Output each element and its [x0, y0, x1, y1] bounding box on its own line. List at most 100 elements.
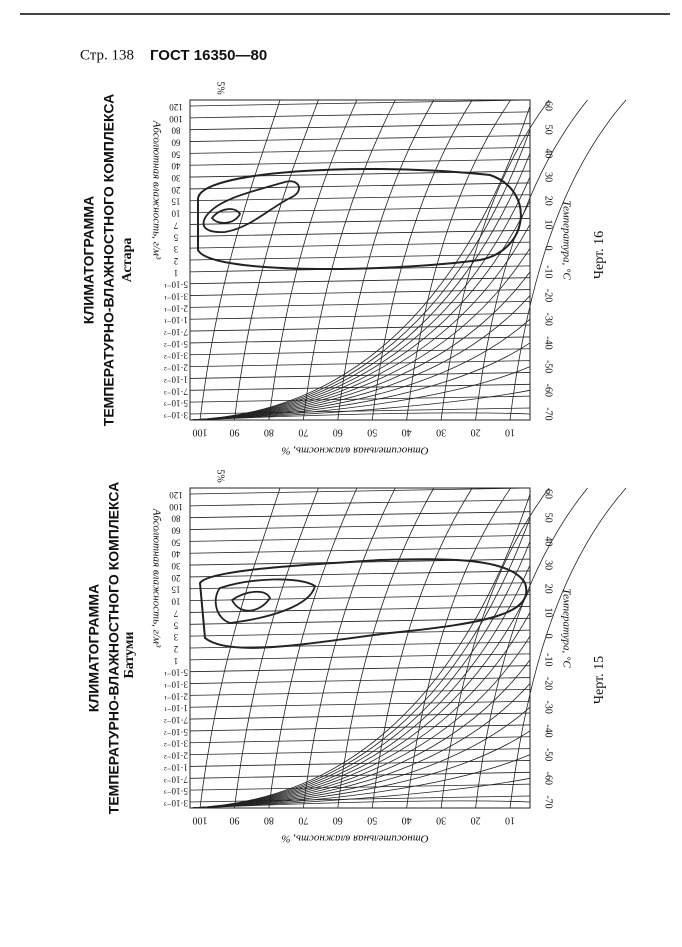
- absolute-tick-label: 3·10⁻¹: [164, 679, 188, 689]
- absolute-tick-label: 5·10⁻²: [164, 339, 188, 349]
- absolute-tick-label: 7·10⁻³: [164, 386, 188, 396]
- grid-line: [189, 170, 531, 178]
- absolute-tick-label: 100: [169, 114, 183, 124]
- absolute-tick-label: 7·10⁻²: [164, 715, 188, 725]
- relative-tick-label: 80: [264, 815, 274, 826]
- figure-place: Батуми: [122, 631, 137, 678]
- grid-line: [189, 499, 531, 507]
- temperature-curve: [189, 366, 531, 421]
- grid-line: [189, 277, 531, 285]
- absolute-tick-label: 5: [173, 620, 178, 630]
- temperature-tick-label: 10: [543, 607, 554, 617]
- temperature-axis-label: Температура, °С: [560, 200, 572, 280]
- temperature-tick-label: -50: [543, 360, 554, 373]
- absolute-tick-label: 2: [174, 644, 179, 654]
- absolute-tick-label: 10: [171, 597, 181, 607]
- absolute-tick-label: 3·10⁻³: [164, 798, 188, 808]
- figure-title: КЛИМАТОГРАММА: [81, 196, 97, 324]
- absolute-tick-label: 120: [169, 490, 183, 500]
- absolute-tick-label: 40: [171, 549, 181, 559]
- absolute-tick-label: 80: [171, 126, 181, 136]
- grid-line: [189, 487, 531, 495]
- temperature-curve: [189, 706, 531, 809]
- contour-inner: [230, 590, 272, 612]
- temperature-curve: [189, 683, 531, 809]
- temperature-axis-label: Температура, °С: [560, 588, 572, 668]
- absolute-tick-label: 3: [173, 632, 178, 642]
- relative-tick-label: 90: [229, 815, 239, 826]
- absolute-tick-label: 7: [173, 220, 178, 230]
- absolute-tick-label: 50: [171, 149, 181, 159]
- grid-line: [189, 677, 531, 684]
- grid-line: [189, 653, 531, 661]
- grid-line: [189, 594, 531, 602]
- grid-line: [189, 229, 531, 237]
- temperature-tick-label: 30: [543, 560, 554, 570]
- temperature-curve: [189, 777, 531, 809]
- relative-tick-label: 20: [471, 427, 481, 438]
- temperature-curve: [189, 224, 531, 421]
- relative-curve: [234, 487, 319, 809]
- absolute-tick-label: 30: [171, 561, 181, 571]
- relative-curve: [475, 487, 588, 809]
- temperature-curve: [189, 493, 531, 809]
- temperature-tick-label: -60: [543, 772, 554, 785]
- contour-inner: [214, 578, 317, 624]
- absolute-tick-label: 2: [174, 256, 179, 266]
- temperature-tick-label: 0: [543, 246, 554, 251]
- temperature-curve: [189, 153, 531, 421]
- relative-tick-label: 70: [298, 427, 308, 438]
- grid-line: [189, 135, 531, 142]
- absolute-tick-label: 10: [171, 209, 181, 219]
- grid-line: [189, 253, 531, 261]
- absolute-tick-label: 7·10⁻²: [164, 327, 188, 337]
- temperature-tick-label: 40: [543, 536, 554, 546]
- figure-title: ТЕМПЕРАТУРНО-ВЛАЖНОСТНОГО КОМПЛЕКСА: [106, 482, 122, 814]
- standard: ГОСТ 16350—80: [150, 47, 267, 64]
- grid-line: [189, 182, 531, 190]
- temperature-curve: [189, 412, 531, 421]
- absolute-tick-label: 7·10⁻³: [164, 774, 188, 784]
- absolute-tick-label: 2·10⁻¹: [164, 691, 188, 701]
- figure-caption: Черт. 15: [592, 656, 607, 704]
- grid-line: [189, 111, 531, 119]
- temperature-tick-label: 20: [543, 196, 554, 206]
- absolute-tick-label: 1·10⁻²: [164, 762, 188, 772]
- absolute-tick-label: 60: [171, 525, 181, 535]
- grid-line: [189, 241, 531, 249]
- relative-curve: [337, 487, 435, 809]
- temperature-tick-label: -40: [543, 724, 554, 737]
- relative-tick-label: 40: [402, 427, 412, 438]
- temperature-tick-label: 30: [543, 172, 554, 182]
- temperature-curve: [189, 800, 531, 809]
- relative-curve: [371, 99, 473, 421]
- absolute-tick-label: 60: [171, 137, 181, 147]
- absolute-tick-label: 50: [171, 537, 181, 547]
- relative-tick-label: 60: [333, 427, 343, 438]
- relative-tick-label: 70: [298, 815, 308, 826]
- grid-line: [189, 523, 531, 530]
- relative-tick-label: 50: [367, 815, 377, 826]
- curve-label: 5%: [215, 81, 226, 94]
- temperature-curve: [189, 612, 531, 809]
- grid-line: [189, 194, 531, 202]
- contour-outer: [196, 167, 522, 270]
- absolute-tick-label: 15: [171, 585, 181, 595]
- temperature-tick-label: 10: [543, 219, 554, 229]
- grid-line: [189, 99, 531, 107]
- temperature-curve: [189, 129, 531, 421]
- grid-line: [189, 348, 531, 356]
- relative-tick-label: 80: [264, 427, 274, 438]
- relative-tick-label: 60: [333, 815, 343, 826]
- relative-tick-label: 30: [436, 815, 446, 826]
- absolute-tick-label: 100: [169, 502, 183, 512]
- temperature-tick-label: -70: [543, 795, 554, 808]
- grid-line: [189, 688, 531, 696]
- grid-line: [189, 534, 531, 542]
- absolute-tick-label: 5·10⁻²: [164, 727, 188, 737]
- relative-curve: [509, 487, 627, 809]
- figure-title: ТЕМПЕРАТУРНО-ВЛАЖНОСТНОГО КОМПЛЕКСА: [101, 94, 117, 426]
- grid-line: [189, 123, 531, 131]
- temperature-curve: [189, 389, 531, 421]
